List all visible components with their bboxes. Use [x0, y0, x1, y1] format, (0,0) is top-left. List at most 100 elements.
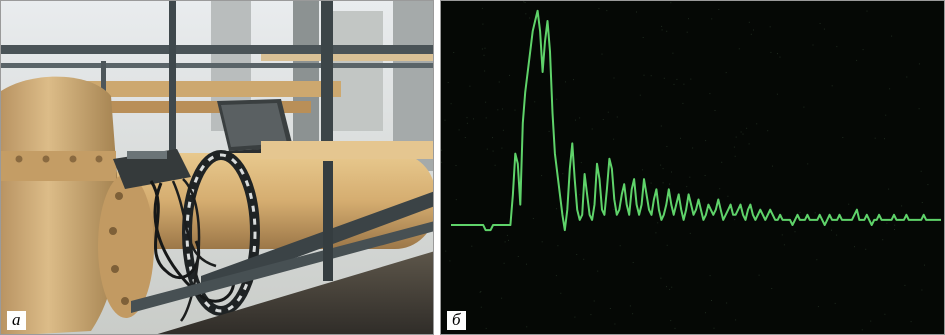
noise-dot: [449, 260, 451, 262]
noise-dot: [767, 130, 769, 132]
noise-dot: [614, 323, 616, 325]
noise-dot: [666, 244, 668, 246]
noise-dot: [719, 188, 721, 190]
noise-dot: [639, 94, 641, 96]
noise-dot: [854, 246, 855, 248]
noise-dot: [532, 218, 534, 219]
noise-dot: [502, 129, 504, 131]
noise-dot: [632, 313, 634, 315]
noise-dot: [650, 75, 652, 77]
noise-dot: [735, 136, 737, 138]
noise-dot: [711, 18, 713, 20]
noise-dot: [918, 63, 920, 65]
noise-dot: [661, 29, 663, 31]
noise-dot: [650, 182, 652, 184]
noise-dot: [441, 161, 443, 163]
noise-dot: [591, 128, 593, 130]
noise-dot: [481, 48, 483, 50]
railing-bar: [1, 63, 433, 68]
valve-flange: [1, 151, 116, 181]
noise-dot: [770, 51, 772, 53]
noise-dot: [725, 72, 727, 74]
noise-dot: [606, 10, 608, 12]
noise-dot: [593, 300, 595, 302]
noise-dot: [613, 77, 615, 79]
noise-dot: [609, 308, 611, 309]
noise-dot: [660, 164, 662, 166]
valve-body: [1, 76, 120, 334]
noise-dot: [509, 74, 510, 76]
bolt: [109, 227, 117, 235]
noise-dot: [514, 109, 516, 111]
noise-dot: [713, 327, 715, 329]
background-structure: [331, 11, 383, 131]
noise-dot: [776, 93, 778, 95]
noise-dot: [870, 320, 872, 322]
noise-dot: [663, 77, 665, 79]
field-photo: [1, 1, 433, 334]
noise-dot: [526, 326, 528, 328]
noise-dot: [441, 149, 442, 151]
noise-dot: [819, 23, 821, 24]
noise-dot: [689, 176, 691, 178]
noise-dot: [714, 110, 716, 111]
noise-dot: [735, 319, 737, 321]
noise-dot: [758, 274, 760, 276]
noise-dot: [865, 248, 867, 250]
noise-dot: [556, 208, 557, 210]
noise-dot: [709, 93, 711, 95]
noise-dot: [823, 28, 825, 30]
noise-dot: [812, 44, 814, 46]
noise-dot: [746, 127, 748, 129]
noise-dot: [894, 224, 896, 226]
noise-dot: [727, 195, 729, 197]
noise-dot: [669, 288, 671, 290]
noise-dot: [689, 232, 691, 234]
bolt: [69, 155, 77, 163]
noise-dot: [777, 53, 778, 55]
noise-dot: [831, 85, 833, 87]
noise-dot: [718, 9, 720, 10]
noise-dot: [690, 78, 692, 80]
noise-dot: [666, 146, 668, 147]
noise-dot: [831, 229, 832, 231]
noise-dot: [466, 122, 468, 124]
noise-dot: [598, 8, 600, 10]
noise-dot: [885, 114, 887, 116]
noise-dot: [526, 263, 527, 265]
ground: [157, 251, 433, 334]
background-pipe: [261, 51, 433, 61]
noise-dot: [583, 258, 585, 260]
noise-dot: [494, 164, 496, 166]
noise-dot: [894, 229, 895, 230]
noise-dot: [613, 209, 615, 211]
noise-dot: [921, 289, 923, 291]
noise-dot: [597, 270, 599, 272]
noise-dot: [616, 116, 618, 118]
noise-dot: [742, 133, 744, 135]
bolt: [42, 155, 50, 163]
noise-dot: [484, 70, 486, 72]
noise-dot: [524, 2, 526, 3]
noise-dot: [508, 239, 509, 241]
frame-post: [323, 161, 333, 281]
noise-dot: [660, 277, 662, 279]
noise-dot: [565, 81, 566, 83]
noise-dot: [861, 329, 863, 331]
noise-dot: [662, 182, 664, 184]
noise-dot: [671, 171, 672, 173]
noise-dot: [666, 286, 667, 288]
noise-dot: [642, 169, 643, 171]
noise-dot: [497, 109, 499, 111]
noise-dot: [901, 205, 903, 207]
photo-panel-a: а: [0, 0, 434, 335]
noise-dot: [473, 118, 474, 120]
noise-dot: [590, 314, 592, 316]
noise-dot: [692, 147, 694, 149]
noise-dot: [482, 23, 484, 25]
noise-dot: [686, 186, 688, 188]
noise-dot: [485, 327, 487, 329]
noise-dot: [682, 102, 684, 104]
pipe-highlight: [261, 141, 433, 159]
noise-dot: [506, 234, 508, 236]
